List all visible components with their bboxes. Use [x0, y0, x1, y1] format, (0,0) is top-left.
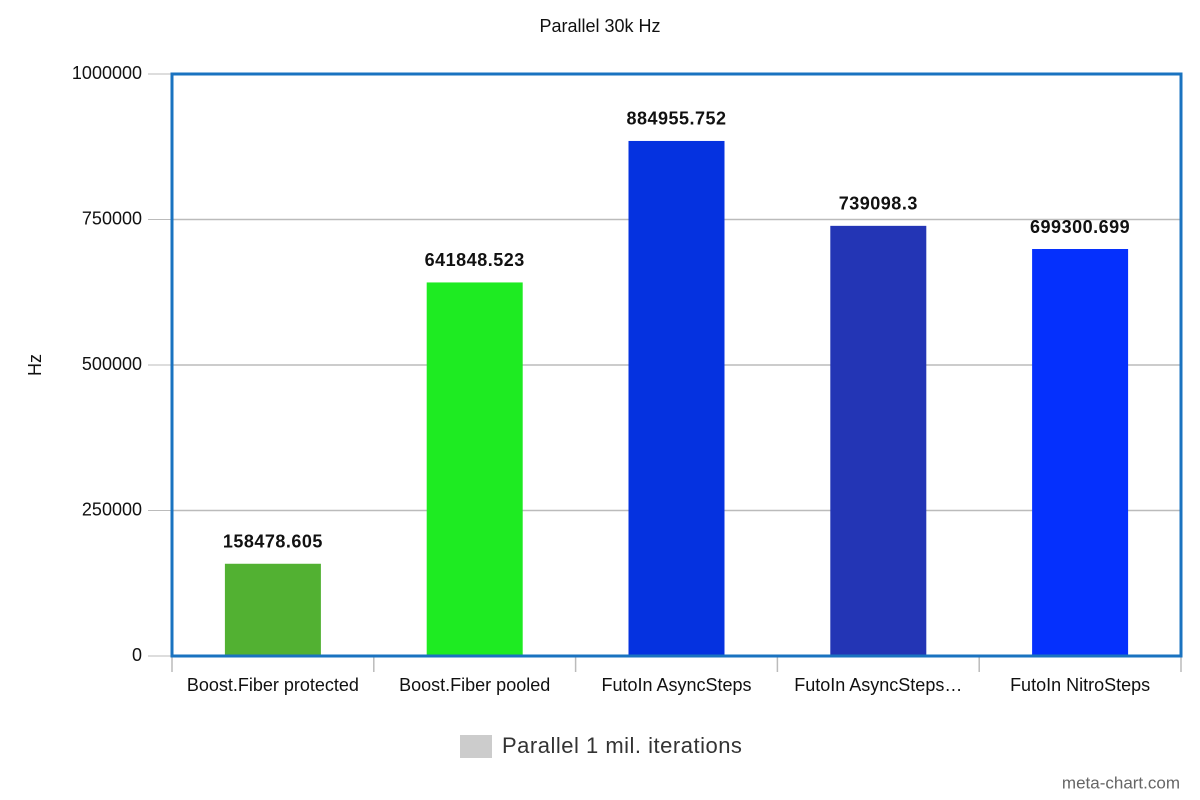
bar	[1032, 249, 1129, 656]
bar	[830, 225, 927, 656]
y-tick-label: 1000000	[72, 63, 142, 83]
bar	[628, 140, 725, 656]
value-label: 884955.752	[626, 109, 726, 129]
x-tick-label: Boost.Fiber pooled	[399, 675, 550, 695]
x-tick-label: Boost.Fiber protected	[187, 675, 359, 695]
x-tick-label: FutoIn AsyncSteps	[601, 675, 751, 695]
legend-swatch	[460, 735, 492, 758]
value-label: 699300.699	[1030, 217, 1130, 237]
y-tick-label: 250000	[82, 499, 142, 519]
y-tick-label: 500000	[82, 354, 142, 374]
bar	[426, 282, 523, 656]
value-label: 158478.605	[223, 532, 323, 552]
watermark: meta-chart.com	[1062, 773, 1180, 792]
chart-title: Parallel 30k Hz	[539, 16, 660, 36]
legend-label: Parallel 1 mil. iterations	[502, 733, 742, 758]
plot-border	[170, 72, 1183, 658]
value-label: 641848.523	[425, 250, 525, 270]
y-tick-label: 0	[132, 645, 142, 665]
y-tick-label: 750000	[82, 208, 142, 228]
x-tick-label: FutoIn NitroSteps	[1010, 675, 1150, 695]
value-label: 739098.3	[839, 194, 918, 214]
x-tick-label: FutoIn AsyncSteps…	[794, 675, 962, 695]
y-axis-label: Hz	[25, 354, 45, 376]
bar	[224, 563, 321, 656]
